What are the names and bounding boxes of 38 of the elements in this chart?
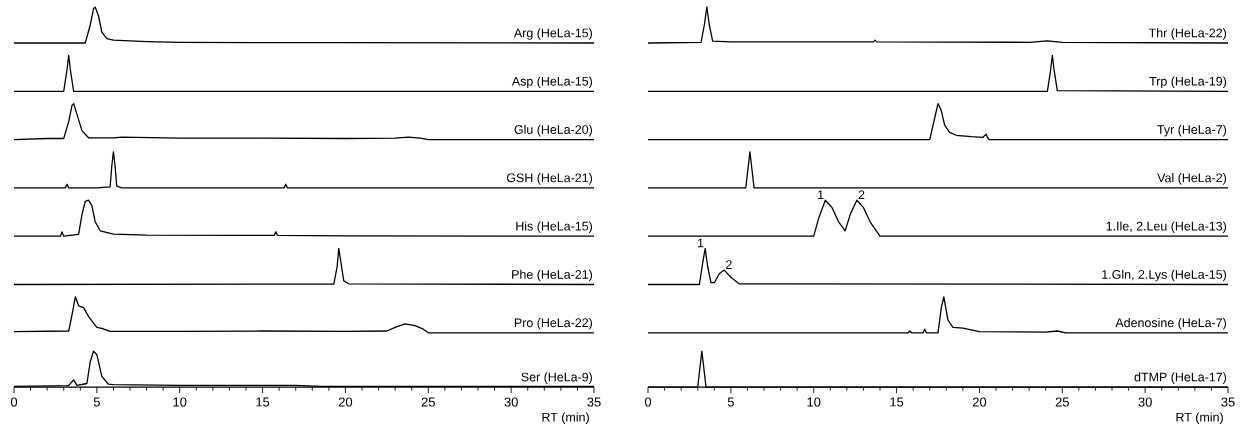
series-label: Ser (HeLa-9): [521, 372, 593, 384]
annotation: 1: [698, 238, 704, 248]
series-label: dTMP (HeLa-17): [1134, 372, 1227, 384]
series-label: Pro (HeLa-22): [514, 317, 593, 330]
x-tick-label: 25: [421, 397, 435, 407]
series-label: Thr (HeLa-22): [1148, 28, 1227, 40]
series-label: Adenosine (HeLa-7): [1115, 317, 1227, 330]
series-label: His (HeLa-15): [516, 221, 593, 233]
series-label: Arg (HeLa-15): [513, 28, 593, 40]
series-label: Glu (HeLa-20): [514, 124, 593, 137]
x-tick-label: 15: [890, 397, 904, 407]
series-label: Asp (HeLa-15): [511, 76, 593, 89]
series-label: Tyr (HeLa-7): [1157, 124, 1227, 137]
x-tick-label: 5: [93, 397, 100, 407]
x-tick-label: 10: [173, 397, 187, 407]
x-axis-title: RT (min): [1176, 412, 1223, 425]
annotation: 1: [818, 190, 824, 199]
annotation: 2: [726, 260, 732, 269]
series-label: 1.Ile, 2.Leu (HeLa-13): [1106, 221, 1227, 233]
series-label: GSH (HeLa-21): [506, 173, 593, 185]
x-tick-label: 30: [504, 397, 518, 407]
x-tick-label: 20: [972, 397, 987, 407]
x-tick-label: 35: [587, 397, 601, 407]
x-tick-label: 25: [1055, 397, 1069, 407]
series-label: Phe (HeLa-21): [512, 269, 593, 282]
series-label: Val (HeLa-2): [1157, 173, 1227, 185]
x-tick-label: 0: [10, 397, 18, 407]
annotation: 2: [858, 190, 865, 199]
x-tick-label: 10: [807, 397, 821, 407]
x-axis-title: RT (min): [542, 412, 589, 425]
x-tick-label: 35: [1221, 397, 1235, 407]
x-tick-label: 0: [644, 397, 652, 407]
series-label: Trp (HeLa-19): [1149, 76, 1227, 89]
x-tick-label: 30: [1138, 397, 1152, 407]
x-tick-label: 15: [256, 397, 270, 407]
x-tick-label: 5: [727, 397, 734, 407]
series-label: 1.Gln, 2.Lys (HeLa-15): [1102, 269, 1227, 282]
x-tick-label: 20: [338, 397, 353, 407]
